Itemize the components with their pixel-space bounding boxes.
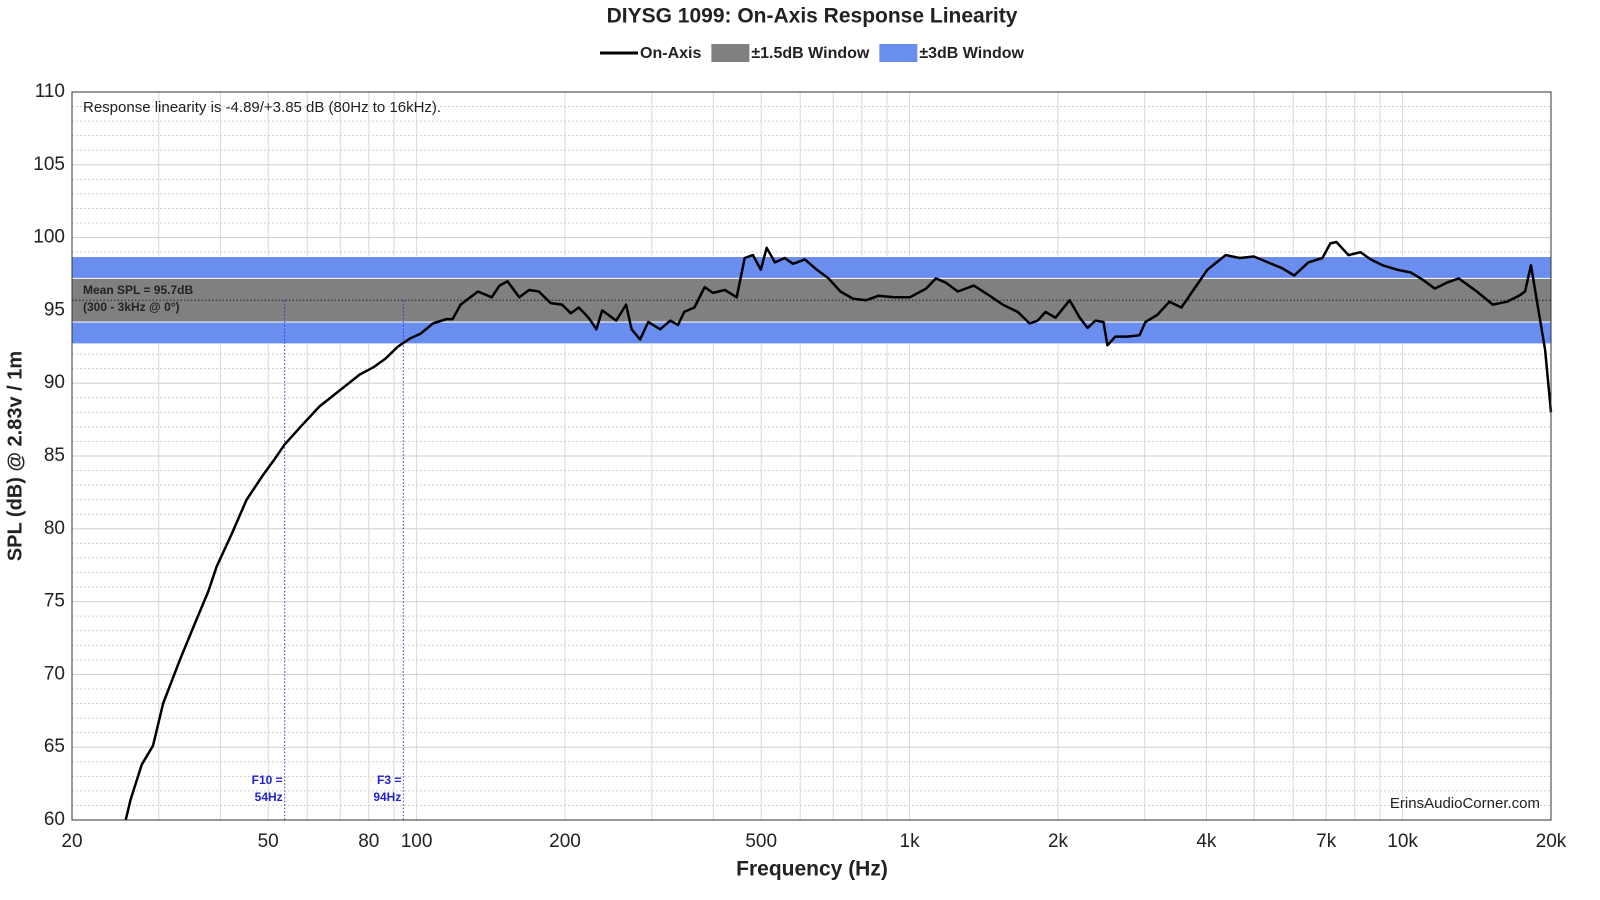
legend-label: ±3dB Window [919,45,1024,62]
x-tick-label: 200 [549,831,581,852]
x-axis-label: Frequency (Hz) [736,858,888,881]
x-tick-label: 20k [1536,831,1567,852]
y-tick-label: 90 [44,372,65,393]
x-tick-label: 1k [900,831,921,852]
legend-swatch [879,44,918,62]
chart-title: DIYSG 1099: On-Axis Response Linearity [607,5,1018,28]
y-tick-label: 110 [35,81,65,102]
y-axis-label: SPL (dB) @ 2.83v / 1m [4,351,26,561]
x-tick-label: 80 [358,831,379,852]
x-tick-label: 2k [1048,831,1069,852]
x-tick-label: 20 [61,831,82,852]
x-tick-label: 7k [1316,831,1337,852]
legend-label: On-Axis [640,45,701,62]
marker-label: 54Hz [255,790,283,804]
mean-note: (300 - 3kHz @ 0°) [83,300,180,314]
response-line [124,240,1553,821]
y-tick-label: 70 [44,663,65,684]
legend-swatch [711,44,750,62]
watermark: ErinsAudioCorner.com [1390,795,1540,812]
annotation: Response linearity is -4.89/+3.85 dB (80… [83,99,441,116]
y-tick-label: 60 [44,809,65,830]
y-tick-label: 85 [44,445,65,466]
y-tick-label: 65 [44,736,65,757]
y-tick-label: 100 [33,227,65,248]
legend-label: ±1.5dB Window [751,45,870,62]
y-tick-label: 80 [44,518,65,539]
x-tick-label: 100 [401,831,433,852]
x-tick-label: 500 [745,831,777,852]
y-tick-label: 105 [33,154,65,175]
x-tick-label: 10k [1387,831,1418,852]
plot-border [71,91,1552,821]
x-tick-label: 4k [1196,831,1217,852]
x-tick-label: 50 [258,831,279,852]
y-tick-label: 95 [44,299,65,320]
y-tick-label: 75 [44,591,65,612]
marker-label: F10 = [252,773,283,787]
legend: On-Axis ±1.5dB Window ±3dB Window [600,44,1025,62]
marker-label: 94Hz [373,790,401,804]
mean-label: Mean SPL = 95.7dB [83,283,193,297]
marker-label: F3 = [377,773,401,787]
